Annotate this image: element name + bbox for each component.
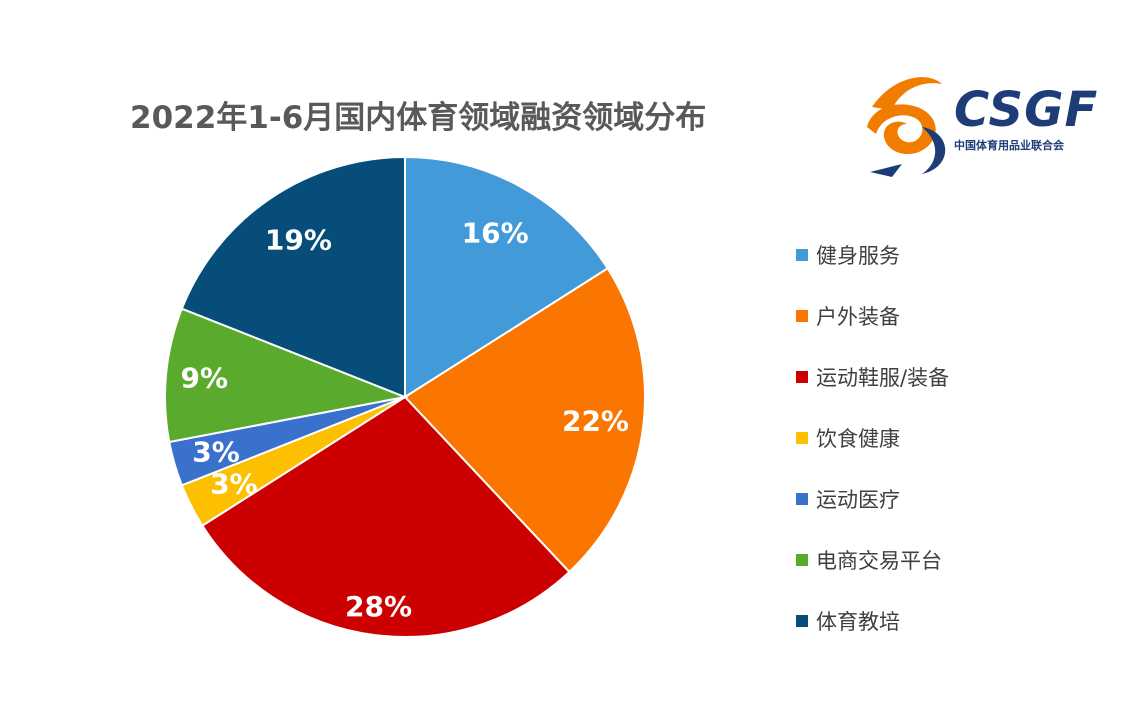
legend: 健身服务户外装备运动鞋服/装备 饮食健康运动医疗电商交易平台 体育教培 bbox=[796, 224, 949, 651]
legend-swatch bbox=[796, 431, 808, 444]
pie-slice-7 bbox=[180, 155, 406, 399]
pie-slice-1 bbox=[404, 155, 610, 399]
pie-slice-3 bbox=[200, 395, 571, 638]
pie-slice-2 bbox=[403, 267, 646, 574]
legend-label: 健身服务 bbox=[816, 243, 900, 268]
slice-value-label-1: 16% bbox=[462, 216, 529, 249]
chart-title: 2022年1-6月国内体育领域融资领域分布 bbox=[130, 100, 707, 136]
slice-value-label-5: 3% bbox=[192, 435, 240, 468]
legend-item: 户外装备 bbox=[796, 285, 949, 346]
legend-item: 运动鞋服/装备 bbox=[796, 346, 949, 407]
legend-label: 运动医疗 bbox=[816, 487, 900, 512]
legend-item: 体育教培 bbox=[796, 590, 949, 651]
pie-slice-6 bbox=[164, 307, 409, 444]
legend-label: 电商交易平台 bbox=[816, 548, 942, 573]
legend-swatch bbox=[796, 553, 808, 566]
legend-item: 运动医疗 bbox=[796, 468, 949, 529]
slice-value-label-4: 3% bbox=[210, 468, 258, 501]
logo-wordmark: CSGF bbox=[954, 82, 1099, 138]
slice-value-label-7: 19% bbox=[265, 224, 332, 257]
csgf-swirl-logo-icon bbox=[867, 77, 946, 177]
csgf-logo: CSGF 中国体育用品业联合会 bbox=[862, 72, 1102, 182]
legend-swatch bbox=[796, 248, 808, 261]
legend-label: 运动鞋服/装备 bbox=[816, 365, 950, 390]
legend-item: 饮食健康 bbox=[796, 407, 949, 468]
legend-swatch bbox=[796, 309, 808, 322]
legend-label: 户外装备 bbox=[816, 304, 900, 329]
slice-value-label-6: 9% bbox=[181, 362, 229, 395]
slice-value-label-3: 28% bbox=[345, 590, 412, 623]
legend-swatch bbox=[796, 492, 808, 505]
slice-value-label-2: 22% bbox=[562, 405, 629, 438]
logo-subtitle: 中国体育用品业联合会 bbox=[954, 139, 1064, 152]
legend-item: 电商交易平台 bbox=[796, 529, 949, 590]
legend-swatch bbox=[796, 614, 808, 627]
legend-label: 体育教培 bbox=[816, 609, 900, 634]
legend-swatch bbox=[796, 370, 808, 383]
legend-label: 饮食健康 bbox=[816, 426, 900, 451]
legend-item: 健身服务 bbox=[796, 224, 949, 285]
